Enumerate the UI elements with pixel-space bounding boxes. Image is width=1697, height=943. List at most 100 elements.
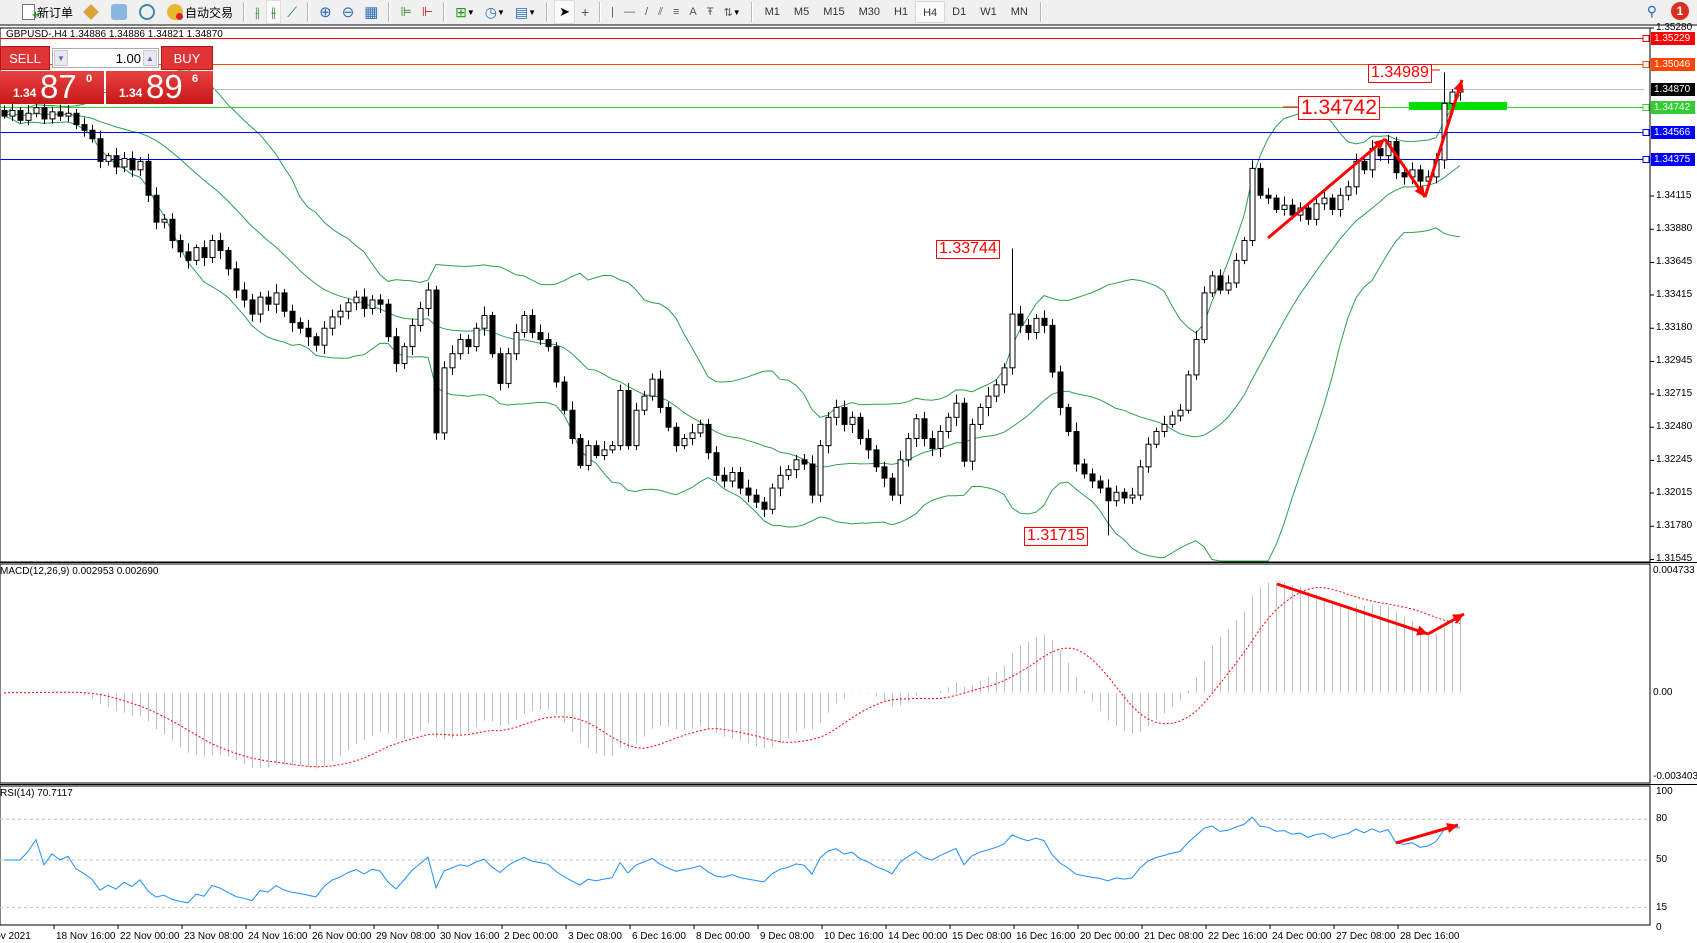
auto-trading-icon [167,4,184,20]
candle-bearish [1257,167,1264,196]
candle-bullish [401,346,408,365]
sell-button[interactable]: SELL [0,46,50,70]
trend-arrow-down [1383,138,1427,198]
price-tick-label: 1.32715 [1656,388,1693,399]
candle-bearish [713,452,720,476]
candle-bearish [1121,491,1128,499]
timeframe-mn[interactable]: MN [1010,6,1028,18]
line-chart-button[interactable]: ⟋ [283,1,301,23]
candle-bearish [1289,204,1296,216]
price-label-resistance[interactable]: 1.34742 [1298,96,1380,121]
candle-bullish [137,160,144,171]
candle-bullish [609,445,616,451]
line-handle [1642,104,1650,111]
buy-price-fraction: 6 [192,73,199,85]
candle-bearish [841,406,848,425]
fibonacci-button[interactable]: ≡ [669,1,683,23]
date-tick-label: 2 Dec 00:00 [504,931,558,942]
macd-divergence-arrow [1276,582,1429,636]
new-order-button[interactable]: + 新订单 [18,1,77,23]
arrows-button[interactable]: ⇅ ▼ [719,1,744,23]
auto-trading-button[interactable]: 自动交易 [163,1,237,23]
templates-button[interactable]: ▤ ▼ [511,1,540,23]
price-tick-label: 1.33645 [1656,256,1693,268]
lot-size-stepper[interactable]: ▼ ▲ [52,48,159,68]
auto-scroll-button[interactable]: ⊫ [396,1,415,23]
timeframe-m15[interactable]: M15 [823,6,845,18]
price-label-swing-low[interactable]: 1.31715 [1024,527,1088,546]
trendline-button[interactable]: / [641,1,652,23]
trendline-icon: / [645,6,649,18]
candle-bullish [977,406,984,425]
candle-bullish [729,471,736,482]
timeframe-w1[interactable]: W1 [980,6,997,18]
candle-bullish [1177,409,1184,417]
macd-turn-arrow-head [1452,614,1464,624]
date-tick-label: 9 Dec 08:00 [760,931,814,942]
bollinger-middle-line [3,112,1461,468]
indicators-button[interactable]: ⊞ ▼ [451,1,479,23]
bollinger-lower-line [3,115,1461,562]
separator [546,2,549,22]
timeframe-m1[interactable]: M1 [764,6,780,18]
trend-arrow-down-head [1414,185,1425,197]
bar-chart-button[interactable]: ⫲ [251,1,264,23]
macd-label: MACD(12,26,9) 0.002953 0.002690 [0,566,159,577]
candle-bullish [697,423,704,434]
zoom-in-icon: ⊕ [319,4,332,21]
candle-bearish [705,423,712,454]
timeframe-m30[interactable]: M30 [858,6,880,18]
candlestick-button[interactable]: ⫳ [265,0,282,24]
crosshair-button[interactable]: + [577,1,593,23]
search-icon[interactable]: ⚲ [1646,2,1657,19]
candle-bearish [1,109,8,117]
candle-bullish [1001,367,1008,386]
candle-bearish [73,112,80,126]
chart-shift-button[interactable]: ⊩ [418,1,437,23]
notification-badge[interactable]: 1 [1671,2,1689,20]
lot-increase-button[interactable]: ▲ [143,50,157,66]
horizontal-line-button[interactable]: — [620,1,639,23]
vertical-line-icon: | [611,6,615,18]
vertical-line-button[interactable]: | [607,1,618,23]
timeframe-m5[interactable]: M5 [793,6,810,18]
candle-bearish [201,247,208,259]
candle-bullish [1313,203,1320,220]
buy-button[interactable]: BUY [161,46,213,70]
zoom-out-icon: ⊖ [341,4,355,21]
channel-button[interactable]: ⫽ [654,1,667,23]
candle-bullish [1113,491,1120,502]
terminal-button[interactable] [107,1,133,23]
line-handle [1642,61,1650,68]
candle-bearish [865,438,872,451]
price-line-tag: 1.34566 [1651,125,1695,139]
text-button[interactable]: A [685,1,700,23]
candle-bullish [681,438,688,447]
lot-size-input[interactable] [69,49,141,67]
cursor-button[interactable]: ➤ [554,0,575,24]
timeframe-h4[interactable]: H4 [915,1,946,23]
candle-bullish [1033,317,1040,333]
price-label-high[interactable]: 1.34989 [1368,64,1432,83]
candle-bearish [529,315,536,333]
lot-decrease-button[interactable]: ▼ [54,50,68,66]
price-label-swing-high[interactable]: 1.33744 [936,240,1000,259]
candle-bearish [1105,487,1112,502]
tile-windows-button[interactable]: ▦ [360,1,382,23]
zoom-in-button[interactable]: ⊕ [315,1,336,23]
signals-button[interactable] [135,1,161,23]
timeframe-h1[interactable]: H1 [894,6,909,18]
candle-bullish [905,438,912,461]
zoom-out-button[interactable]: ⊖ [338,1,359,23]
candle-bearish [177,240,184,253]
sell-price-button[interactable]: 1.34 87 0 [0,68,104,105]
text-label-button[interactable]: Ŧ [703,1,718,23]
date-tick-label: 29 Nov 08:00 [376,931,436,942]
timeframe-d1[interactable]: D1 [952,6,967,18]
periods-button[interactable]: ◷ ▼ [481,1,509,23]
candle-bullish [777,474,784,489]
price-tick-label: 1.34115 [1656,190,1692,201]
buy-price-button[interactable]: 1.34 89 6 [106,68,213,105]
candle-bullish [9,109,16,117]
